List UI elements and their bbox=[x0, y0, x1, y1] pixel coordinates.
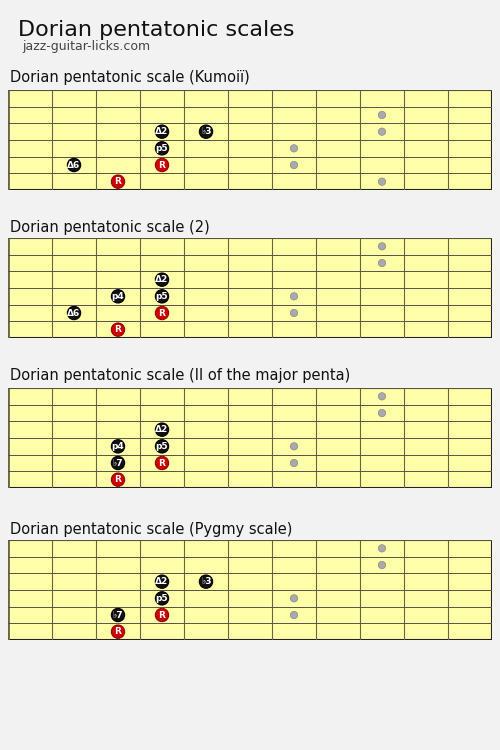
Ellipse shape bbox=[378, 544, 386, 552]
Ellipse shape bbox=[290, 292, 298, 300]
Ellipse shape bbox=[378, 128, 386, 135]
Text: Δ2: Δ2 bbox=[156, 275, 168, 284]
Ellipse shape bbox=[112, 473, 124, 486]
Text: p4: p4 bbox=[112, 292, 124, 301]
Text: ♭3: ♭3 bbox=[201, 128, 211, 136]
Ellipse shape bbox=[156, 125, 168, 138]
Text: Δ6: Δ6 bbox=[68, 160, 80, 170]
Text: Dorian pentatonic scales: Dorian pentatonic scales bbox=[18, 20, 294, 40]
Ellipse shape bbox=[156, 273, 168, 286]
Ellipse shape bbox=[68, 158, 80, 172]
Ellipse shape bbox=[200, 575, 212, 588]
Ellipse shape bbox=[156, 456, 168, 470]
Text: p5: p5 bbox=[156, 442, 168, 451]
Ellipse shape bbox=[112, 323, 124, 336]
Text: p5: p5 bbox=[156, 594, 168, 603]
Ellipse shape bbox=[290, 161, 298, 169]
Ellipse shape bbox=[112, 440, 124, 453]
Text: R: R bbox=[158, 610, 166, 620]
Text: ♭3: ♭3 bbox=[201, 578, 211, 586]
Text: jazz-guitar-licks.com: jazz-guitar-licks.com bbox=[22, 40, 150, 53]
Text: ♭7: ♭7 bbox=[112, 458, 124, 467]
Text: R: R bbox=[158, 308, 166, 317]
Ellipse shape bbox=[378, 561, 386, 568]
Ellipse shape bbox=[378, 410, 386, 417]
Text: Δ2: Δ2 bbox=[156, 578, 168, 586]
Text: Dorian pentatonic scale (Pygmy scale): Dorian pentatonic scale (Pygmy scale) bbox=[10, 522, 292, 537]
Ellipse shape bbox=[156, 440, 168, 453]
Ellipse shape bbox=[378, 393, 386, 400]
Ellipse shape bbox=[156, 306, 168, 320]
Ellipse shape bbox=[156, 142, 168, 155]
Ellipse shape bbox=[290, 595, 298, 602]
Ellipse shape bbox=[112, 175, 124, 188]
Text: Δ2: Δ2 bbox=[156, 425, 168, 434]
Text: p4: p4 bbox=[112, 442, 124, 451]
Text: ♭7: ♭7 bbox=[112, 610, 124, 620]
Ellipse shape bbox=[156, 575, 168, 588]
Ellipse shape bbox=[378, 178, 386, 185]
Text: R: R bbox=[114, 476, 121, 484]
Ellipse shape bbox=[290, 145, 298, 152]
Text: R: R bbox=[158, 160, 166, 170]
Ellipse shape bbox=[290, 442, 298, 450]
Ellipse shape bbox=[290, 611, 298, 619]
Text: R: R bbox=[114, 627, 121, 636]
Ellipse shape bbox=[200, 125, 212, 138]
Ellipse shape bbox=[68, 306, 80, 320]
Ellipse shape bbox=[112, 608, 124, 622]
Ellipse shape bbox=[378, 243, 386, 250]
Ellipse shape bbox=[156, 423, 168, 436]
Ellipse shape bbox=[290, 459, 298, 466]
Text: p5: p5 bbox=[156, 292, 168, 301]
Text: Δ2: Δ2 bbox=[156, 128, 168, 136]
Text: R: R bbox=[114, 326, 121, 334]
Ellipse shape bbox=[112, 625, 124, 638]
Text: Δ6: Δ6 bbox=[68, 308, 80, 317]
Ellipse shape bbox=[156, 592, 168, 605]
Ellipse shape bbox=[156, 608, 168, 622]
Text: Dorian pentatonic scale (2): Dorian pentatonic scale (2) bbox=[10, 220, 210, 235]
Ellipse shape bbox=[156, 290, 168, 303]
Ellipse shape bbox=[112, 290, 124, 303]
Text: R: R bbox=[114, 177, 121, 186]
Text: p5: p5 bbox=[156, 144, 168, 153]
Ellipse shape bbox=[112, 456, 124, 470]
Text: Dorian pentatonic scale (Kumoiï): Dorian pentatonic scale (Kumoiï) bbox=[10, 70, 250, 85]
Text: Dorian pentatonic scale (II of the major penta): Dorian pentatonic scale (II of the major… bbox=[10, 368, 350, 383]
Ellipse shape bbox=[378, 111, 386, 118]
Text: R: R bbox=[158, 458, 166, 467]
Ellipse shape bbox=[156, 158, 168, 172]
Ellipse shape bbox=[378, 260, 386, 267]
Ellipse shape bbox=[290, 309, 298, 316]
